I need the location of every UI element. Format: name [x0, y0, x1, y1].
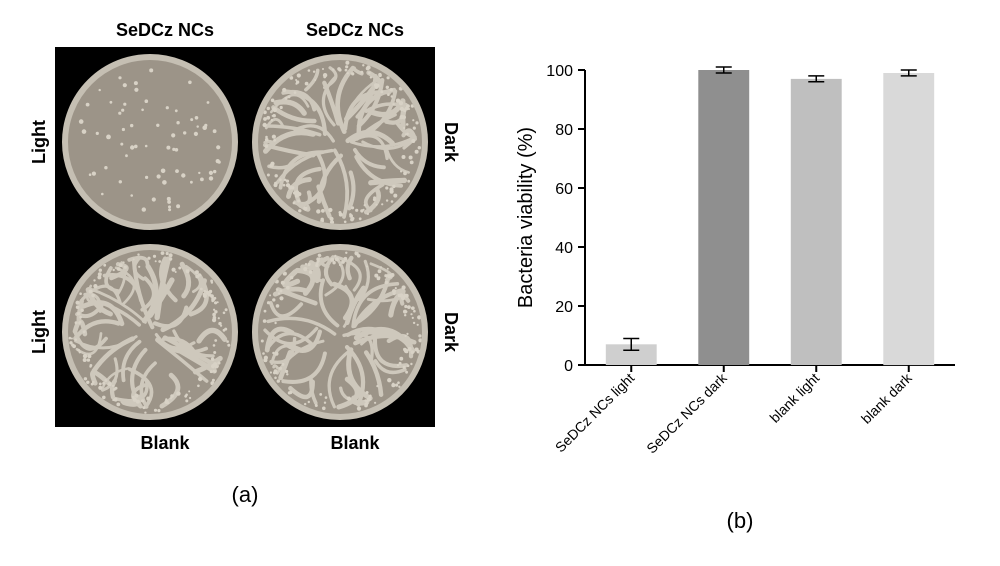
- dish-row-0: Light Dark: [29, 47, 461, 237]
- dish-grid: SeDCz NCs SeDCz NCs Light Dark Light Dar…: [10, 20, 480, 454]
- panel-a: SeDCz NCs SeDCz NCs Light Dark Light Dar…: [10, 20, 480, 508]
- svg-text:Bacteria viability (%): Bacteria viability (%): [515, 127, 537, 308]
- col-header-1: SeDCz NCs: [260, 20, 450, 41]
- row-left-label-0: Light: [29, 120, 55, 164]
- svg-text:40: 40: [555, 240, 573, 257]
- dish-cell-2: [55, 237, 245, 427]
- row-right-label-0: Dark: [435, 122, 461, 162]
- svg-text:100: 100: [546, 63, 573, 80]
- svg-text:SeDCz NCs dark: SeDCz NCs dark: [643, 369, 730, 456]
- svg-text:60: 60: [555, 181, 573, 198]
- viability-bar-chart: 0 20 40 60 80 100 Bacteria viability (%) SeDCz …: [510, 50, 970, 480]
- bottom-label-1: Blank: [260, 433, 450, 454]
- subfigure-label-a: (a): [232, 482, 259, 508]
- svg-text:SeDCz NCs light: SeDCz NCs light: [552, 370, 638, 456]
- svg-text:blank dark: blank dark: [858, 369, 916, 427]
- svg-text:0: 0: [564, 358, 573, 375]
- bottom-label-0: Blank: [70, 433, 260, 454]
- column-headers: SeDCz NCs SeDCz NCs: [70, 20, 450, 41]
- svg-text:blank light: blank light: [766, 370, 822, 426]
- dish-cell-3: [245, 237, 435, 427]
- svg-text:20: 20: [555, 299, 573, 316]
- col-header-0: SeDCz NCs: [70, 20, 260, 41]
- panel-b: 0 20 40 60 80 100 Bacteria viability (%) SeDCz …: [490, 20, 990, 534]
- bottom-labels: Blank Blank: [70, 433, 450, 454]
- dish-cell-1: [245, 47, 435, 237]
- row-right-label-1: Dark: [435, 312, 461, 352]
- svg-text:80: 80: [555, 122, 573, 139]
- subfigure-label-b: (b): [727, 508, 754, 534]
- row-left-label-1: Light: [29, 310, 55, 354]
- dish-cell-0: [55, 47, 245, 237]
- dish-row-1: Light Dark: [29, 237, 461, 427]
